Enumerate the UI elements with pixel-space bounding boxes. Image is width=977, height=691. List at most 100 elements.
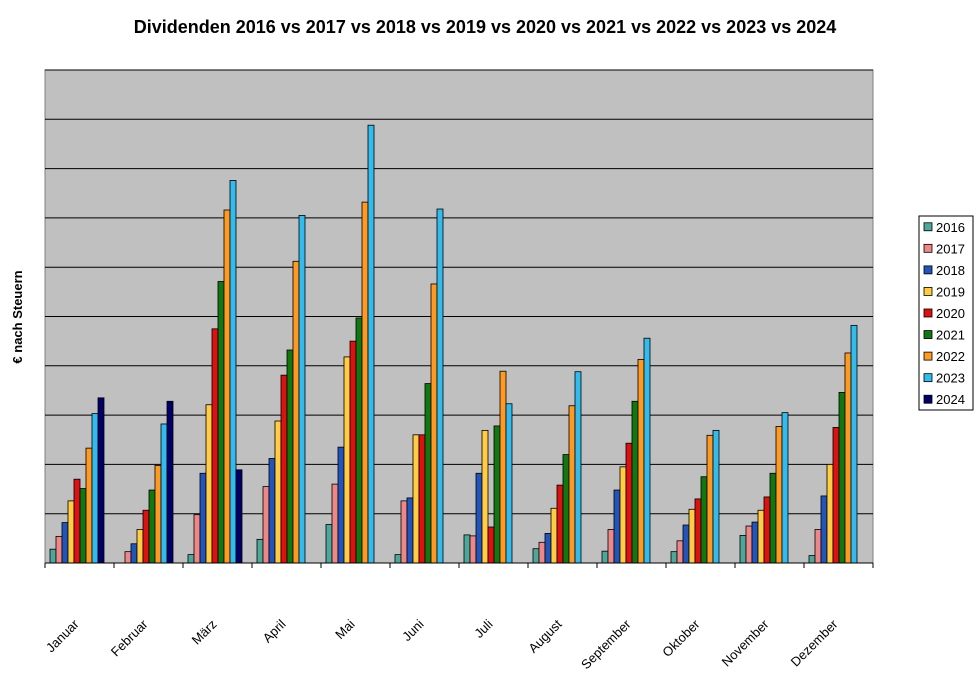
category-label-september: September <box>578 616 634 672</box>
bar-2023-juli <box>505 403 513 564</box>
legend-label-2018: 2018 <box>936 263 965 278</box>
bar-2018-dezember <box>820 495 828 564</box>
bar-2021-dezember <box>838 392 846 564</box>
legend-swatch-2016 <box>923 222 933 232</box>
bar-2021-märz <box>217 281 225 564</box>
bar-2016-januar <box>49 548 57 564</box>
bar-2023-juni <box>436 208 444 564</box>
y-axis-label: € nach Steuern <box>10 270 25 363</box>
bar-2019-april <box>274 420 282 564</box>
bar-2021-juli <box>493 425 501 564</box>
bar-2022-märz <box>223 209 231 564</box>
bar-2020-februar <box>142 509 150 564</box>
bar-2016-juni <box>394 554 402 564</box>
bar-2017-oktober <box>676 540 684 564</box>
bar-2021-juni <box>424 383 432 564</box>
plot-area <box>44 69 874 564</box>
bar-2017-september <box>607 529 615 564</box>
bar-2024-januar <box>97 397 105 564</box>
legend: 2016 2017 2018 2019 2020 2021 2022 2023 2024 <box>918 215 974 411</box>
bar-2016-november <box>739 534 747 564</box>
legend-label-2020: 2020 <box>936 306 965 321</box>
bar-2022-februar <box>154 464 162 564</box>
category-label-märz: März <box>189 617 220 648</box>
legend-swatch-2018 <box>923 265 933 275</box>
bar-2019-juni <box>412 434 420 564</box>
bar-2020-juli <box>487 526 495 564</box>
bar-2018-november <box>751 521 759 564</box>
bar-2016-oktober <box>670 551 678 564</box>
bar-2017-august <box>538 541 546 564</box>
chart-title: Dividenden 2016 vs 2017 vs 2018 vs 2019 … <box>134 17 837 37</box>
bar-2020-märz <box>211 328 219 564</box>
bar-2017-februar <box>124 551 132 564</box>
bar-2022-juni <box>430 283 438 564</box>
legend-swatch-2020 <box>923 308 933 318</box>
bar-2023-februar <box>160 423 168 564</box>
bar-2022-dezember <box>844 352 852 564</box>
bar-2021-januar <box>79 488 87 564</box>
legend-swatch-2024 <box>923 394 933 404</box>
bar-2022-mai <box>361 201 369 564</box>
bar-2016-dezember <box>808 555 816 564</box>
bar-2023-dezember <box>850 324 858 564</box>
bar-2020-oktober <box>694 498 702 564</box>
legend-swatch-2021 <box>923 330 933 339</box>
bar-2019-dezember <box>826 463 834 564</box>
bar-2022-november <box>775 426 783 564</box>
category-label-november: November <box>719 616 772 669</box>
bar-2016-juli <box>463 534 471 564</box>
legend-swatch-2019 <box>923 287 933 296</box>
bar-2023-januar <box>91 413 99 564</box>
bar-2020-september <box>625 442 633 564</box>
bar-2018-mai <box>337 446 345 564</box>
bar-2023-märz <box>229 180 237 564</box>
bar-2022-september <box>637 358 645 564</box>
bar-2022-juli <box>499 370 507 564</box>
bar-2023-oktober <box>712 429 720 564</box>
bar-2020-mai <box>349 340 357 564</box>
bar-2018-januar <box>61 522 69 564</box>
bar-2018-august <box>544 533 552 564</box>
bar-2021-april <box>286 349 294 564</box>
bar-2017-november <box>745 525 753 564</box>
bar-2022-januar <box>85 447 93 564</box>
bar-2021-februar <box>148 489 156 564</box>
bar-2019-januar <box>67 500 75 564</box>
bar-2018-oktober <box>682 524 690 564</box>
bar-2024-märz <box>235 469 243 564</box>
bar-2022-august <box>568 405 576 564</box>
bar-2019-august <box>550 507 558 564</box>
legend-label-2016: 2016 <box>936 220 965 235</box>
bar-2019-september <box>619 466 627 564</box>
category-label-juni: Juni <box>399 616 427 644</box>
bar-2017-januar <box>55 535 63 564</box>
category-label-januar: Januar <box>43 616 82 655</box>
bar-2020-dezember <box>832 427 840 564</box>
bar-2018-juli <box>475 472 483 564</box>
bar-2016-mai <box>325 524 333 564</box>
bar-2022-april <box>292 260 300 564</box>
bar-2023-november <box>781 412 789 564</box>
bar-2017-dezember <box>814 529 822 564</box>
bar-2020-juni <box>418 434 426 564</box>
category-label-mai: Mai <box>332 616 357 641</box>
legend-label-2022: 2022 <box>936 349 965 364</box>
bar-2020-november <box>763 496 771 564</box>
bar-2016-september <box>601 550 609 564</box>
bar-2023-august <box>574 371 582 564</box>
bar-2019-juli <box>481 429 489 564</box>
bar-2020-august <box>556 484 564 564</box>
bar-2023-september <box>643 337 651 564</box>
bar-2017-mai <box>331 483 339 564</box>
bar-2021-november <box>769 472 777 564</box>
bar-2019-februar <box>136 529 144 564</box>
legend-swatch-2023 <box>923 373 933 383</box>
bar-2021-august <box>562 454 570 564</box>
bar-2016-august <box>532 548 540 564</box>
bar-2017-juli <box>469 535 477 564</box>
category-label-februar: Februar <box>108 616 151 659</box>
legend-label-2023: 2023 <box>936 371 965 386</box>
category-label-oktober: Oktober <box>659 616 703 660</box>
category-label-dezember: Dezember <box>788 616 841 669</box>
